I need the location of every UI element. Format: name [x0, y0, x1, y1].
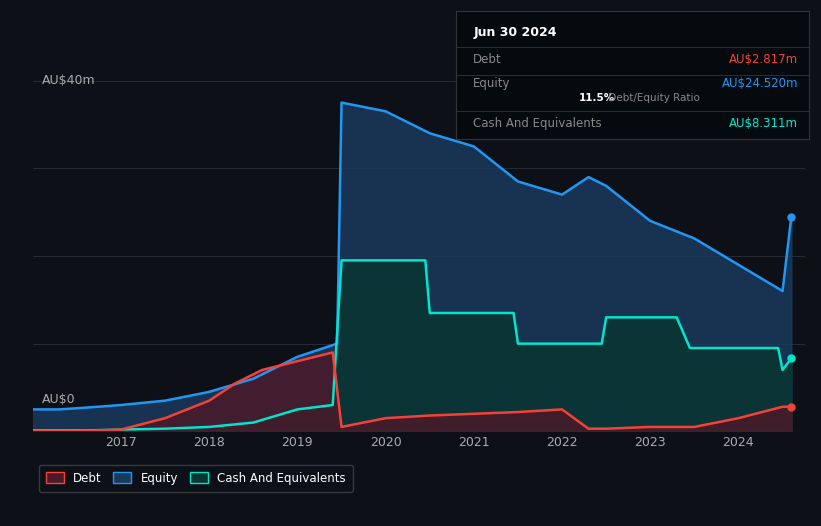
Text: AU$8.311m: AU$8.311m	[729, 117, 798, 130]
Text: 11.5%: 11.5%	[580, 93, 616, 103]
Text: Debt/Equity Ratio: Debt/Equity Ratio	[604, 93, 699, 103]
Legend: Debt, Equity, Cash And Equivalents: Debt, Equity, Cash And Equivalents	[39, 464, 353, 492]
Text: Cash And Equivalents: Cash And Equivalents	[474, 117, 602, 130]
Text: Equity: Equity	[474, 77, 511, 90]
Text: Jun 30 2024: Jun 30 2024	[474, 26, 557, 39]
Text: AU$2.817m: AU$2.817m	[729, 53, 798, 66]
Text: AU$0: AU$0	[42, 392, 76, 406]
Text: AU$40m: AU$40m	[42, 74, 96, 87]
Text: Debt: Debt	[474, 53, 502, 66]
Text: AU$24.520m: AU$24.520m	[722, 77, 798, 90]
